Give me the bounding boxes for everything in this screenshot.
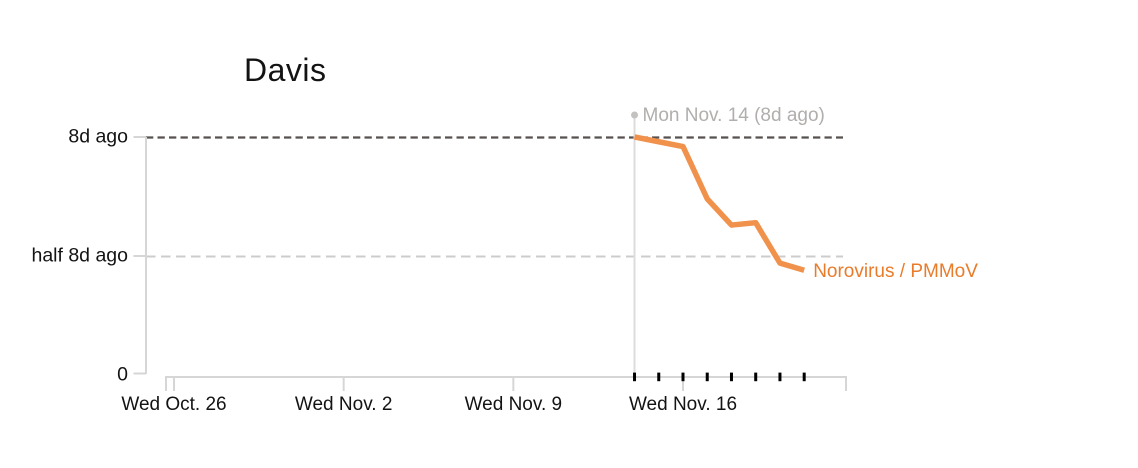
daily-data-tick bbox=[778, 372, 782, 382]
x-axis-label: Wed Nov. 16 bbox=[628, 394, 738, 415]
chart-title: Davis bbox=[244, 52, 327, 88]
daily-data-tick bbox=[633, 372, 637, 382]
y-axis-label: 0 bbox=[117, 363, 128, 386]
daily-data-tick bbox=[657, 372, 661, 382]
series-label: Norovirus / PMMoV bbox=[813, 261, 978, 283]
annotation-label: Mon Nov. 14 (8d ago) bbox=[642, 105, 825, 126]
series-line-norovirus bbox=[633, 134, 805, 273]
x-axis-label: Wed Nov. 9 bbox=[464, 394, 563, 415]
y-axis-label: 8d ago bbox=[68, 125, 128, 148]
daily-data-tick bbox=[754, 372, 758, 382]
annotation-dot bbox=[631, 111, 639, 119]
daily-data-tick bbox=[802, 372, 806, 382]
daily-data-tick bbox=[705, 372, 709, 382]
daily-data-tick bbox=[729, 372, 733, 382]
y-axis-label: half 8d ago bbox=[31, 244, 128, 267]
x-axis-label: Wed Nov. 2 bbox=[294, 394, 393, 415]
x-axis-label: Wed Oct. 26 bbox=[121, 394, 227, 415]
daily-data-tick bbox=[681, 372, 685, 382]
